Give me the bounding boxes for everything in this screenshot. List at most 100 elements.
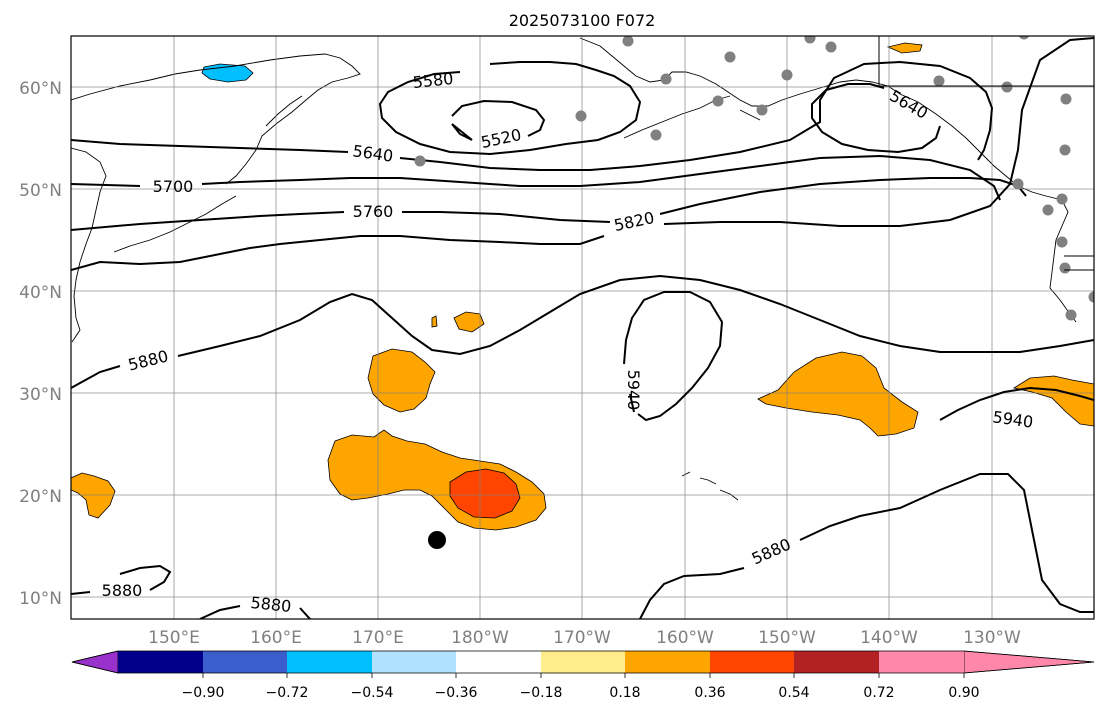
map-frame bbox=[70, 35, 1095, 620]
contour-5880-south bbox=[639, 473, 1094, 619]
station-dot bbox=[1056, 236, 1068, 248]
colorbar-tick-label: 0.72 bbox=[863, 685, 894, 701]
colorbar-tick-label: 0.18 bbox=[609, 685, 640, 701]
colorbar-tick-label: −0.18 bbox=[520, 685, 563, 701]
colorbar-ticks bbox=[202, 673, 965, 678]
station-dot bbox=[1065, 309, 1077, 321]
contour-label-5760: 5760 bbox=[353, 202, 394, 221]
lat-label: 20°N bbox=[19, 487, 62, 507]
contour-label-5880-bottom: 5880 bbox=[250, 593, 292, 616]
colorbar-tick-label: −0.72 bbox=[266, 685, 309, 701]
region-boundary-2 bbox=[1064, 255, 1094, 271]
station-dot bbox=[712, 95, 724, 107]
lon-label: 150°W bbox=[758, 628, 816, 648]
station-dot bbox=[414, 155, 426, 167]
colorbar: −0.90 −0.72 −0.54 −0.36 −0.18 0.18 0.36 … bbox=[71, 650, 1095, 701]
station-dot bbox=[756, 104, 768, 116]
fill-orange-blob-main bbox=[327, 429, 547, 531]
colorbar-bin bbox=[541, 651, 625, 673]
station-dot bbox=[622, 36, 634, 47]
contour-label-5880-west: 5880 bbox=[126, 346, 170, 374]
colorbar-tick-label: 0.54 bbox=[778, 685, 809, 701]
lon-label: 130°W bbox=[963, 628, 1021, 648]
contour-label-5640-east: 5640 bbox=[886, 86, 931, 123]
station-dot bbox=[1059, 262, 1071, 274]
station-dot bbox=[825, 41, 837, 53]
contour-label-5880-sw: 5880 bbox=[102, 581, 143, 600]
lat-label: 50°N bbox=[19, 181, 62, 201]
station-dot bbox=[1060, 93, 1072, 105]
storm-center-marker bbox=[428, 531, 446, 549]
lon-label: 180°W bbox=[451, 628, 509, 648]
colorbar-tick-label: 0.36 bbox=[694, 685, 725, 701]
fill-orange-top-right bbox=[886, 42, 923, 54]
colorbar-bin bbox=[118, 651, 203, 673]
colorbar-bin bbox=[287, 651, 372, 673]
station-dot bbox=[933, 75, 945, 87]
contour-label-5700: 5700 bbox=[153, 177, 194, 196]
colorbar-tick-label: −0.36 bbox=[435, 685, 478, 701]
longitude-labels: 150°E 160°E 170°E 180°W 170°W 160°W 150°… bbox=[148, 628, 1021, 648]
contour-label-5520: 5520 bbox=[479, 125, 523, 152]
contour-5940-center bbox=[623, 291, 724, 422]
colorbar-outline bbox=[71, 650, 1095, 674]
colorbar-bin bbox=[794, 651, 879, 673]
lat-label: 40°N bbox=[19, 283, 62, 303]
region-boundary bbox=[878, 36, 1094, 87]
contour-label-5820: 5820 bbox=[612, 208, 656, 235]
lat-label: 60°N bbox=[19, 79, 62, 99]
station-dot bbox=[1001, 81, 1013, 93]
fill-orange-blob-1 bbox=[367, 348, 436, 413]
contour-5880-sw bbox=[71, 564, 172, 595]
contour-5820 bbox=[71, 37, 1094, 271]
station-dot bbox=[1088, 291, 1094, 303]
lat-label: 10°N bbox=[19, 589, 62, 609]
colorbar-tick-label: −0.54 bbox=[351, 685, 394, 701]
contour-5880-main bbox=[71, 274, 1094, 389]
station-dot bbox=[1056, 193, 1068, 205]
station-dot bbox=[1059, 144, 1071, 156]
station-dot bbox=[1042, 204, 1054, 216]
colorbar-tick-label: 0.90 bbox=[948, 685, 979, 701]
colorbar-bin bbox=[879, 651, 964, 673]
latitude-labels: 60°N 50°N 40°N 30°N 20°N 10°N bbox=[19, 79, 62, 609]
contour-label-5940-east: 5940 bbox=[991, 407, 1034, 431]
gridlines bbox=[71, 36, 1094, 619]
fill-orange-east-center bbox=[757, 351, 919, 437]
contour-label-5580: 5580 bbox=[412, 69, 454, 92]
station-dot bbox=[1018, 36, 1030, 40]
lon-label: 160°E bbox=[250, 628, 302, 648]
fill-orange-west bbox=[71, 472, 116, 519]
contour-label-5940-center: 5940 bbox=[624, 370, 643, 411]
lon-label: 170°E bbox=[352, 628, 404, 648]
colorbar-extend-low bbox=[71, 650, 119, 674]
lon-label: 160°W bbox=[656, 628, 714, 648]
colorbar-bin bbox=[203, 651, 287, 673]
station-markers bbox=[414, 36, 1094, 321]
map-plot-area: 5520 5580 5640 5640 5700 5760 5820 5880 … bbox=[71, 36, 1094, 619]
station-dot bbox=[650, 129, 662, 141]
colorbar-bin bbox=[372, 651, 456, 673]
colorbar-bin bbox=[456, 651, 541, 673]
lat-label: 30°N bbox=[19, 385, 62, 405]
station-dot bbox=[575, 110, 587, 122]
contour-label-5640-west: 5640 bbox=[351, 141, 394, 165]
contour-5880-bottom bbox=[199, 605, 311, 619]
station-dot bbox=[781, 69, 793, 81]
fill-orange-island-north bbox=[453, 311, 485, 333]
colorbar-extend-high bbox=[963, 650, 1095, 674]
contour-5580-east bbox=[811, 83, 941, 154]
lon-label: 150°E bbox=[148, 628, 200, 648]
station-dot bbox=[724, 51, 736, 63]
station-dot bbox=[1012, 178, 1024, 190]
lon-label: 140°W bbox=[860, 628, 918, 648]
contour-5580-west bbox=[378, 61, 642, 156]
fill-orange-small bbox=[431, 315, 438, 328]
colorbar-bin bbox=[625, 651, 710, 673]
station-dot bbox=[804, 36, 816, 44]
station-dot bbox=[660, 73, 672, 85]
colorbar-tick-labels: −0.90 −0.72 −0.54 −0.36 −0.18 0.18 0.36 … bbox=[182, 685, 980, 701]
fill-red-core bbox=[449, 468, 521, 519]
